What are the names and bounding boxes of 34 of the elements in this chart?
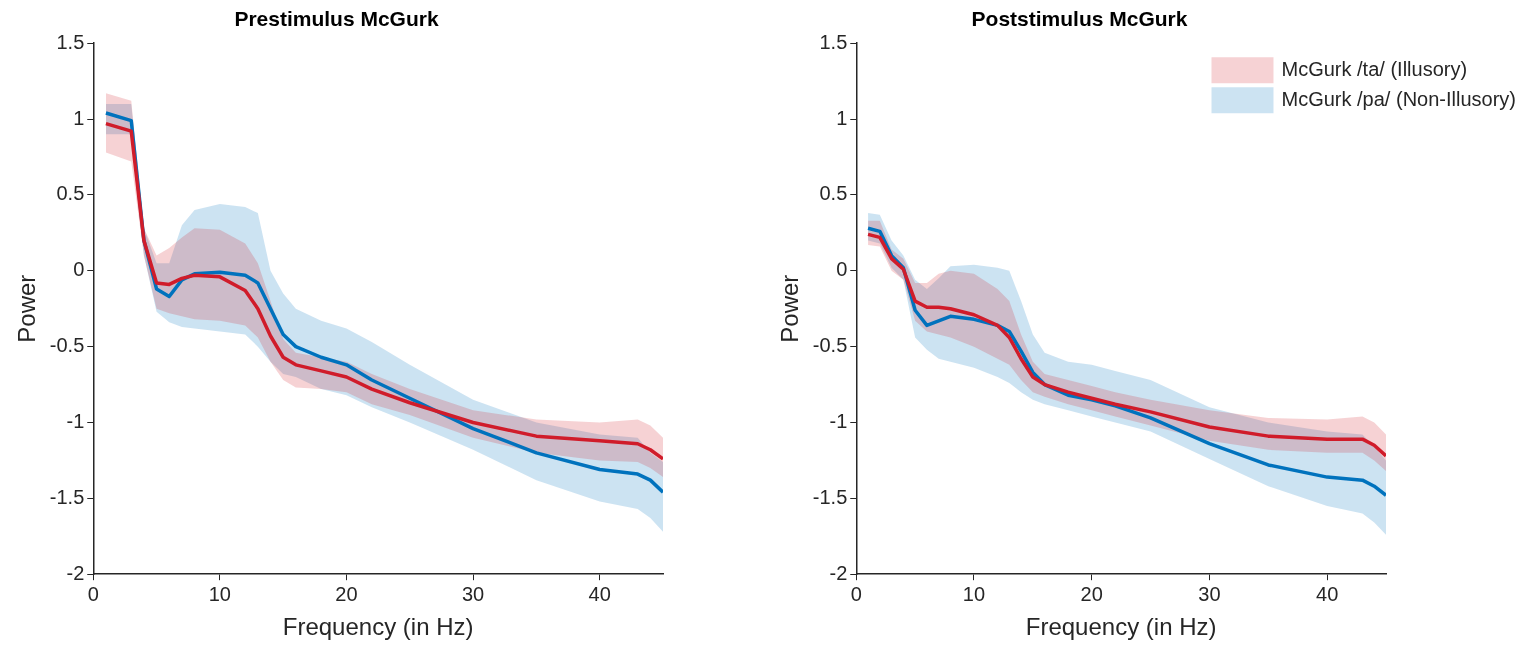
x-axis-title: Frequency (in Hz) — [1025, 613, 1217, 641]
y-tick-label: 0.5 — [819, 182, 848, 205]
y-tick-label: -0.5 — [49, 334, 85, 357]
y-tick-label: 0.5 — [56, 182, 85, 205]
x-tick-label: 0 — [87, 582, 99, 605]
chart-title: Poststimulus McGurk — [971, 7, 1188, 31]
y-tick-label: -1 — [66, 410, 85, 432]
x-tick-label: 10 — [208, 582, 231, 605]
x-tick-label: 20 — [335, 582, 358, 605]
y-axis-title: Power — [13, 274, 41, 343]
y-tick-label: 1.5 — [819, 30, 848, 53]
x-tick-label: 40 — [1316, 582, 1339, 605]
x-axis-title: Frequency (in Hz) — [282, 613, 474, 641]
x-tick-label: 10 — [962, 582, 986, 605]
chart-title: Prestimulus McGurk — [234, 7, 439, 31]
x-tick-label: 40 — [588, 582, 611, 605]
y-tick-label: 0 — [73, 258, 85, 281]
y-axis-title: Power — [776, 274, 804, 343]
x-tick-label: 0 — [850, 582, 862, 605]
legend-label: McGurk /pa/ (Non-Illusory) — [1281, 87, 1517, 110]
x-tick-label: 30 — [461, 582, 485, 605]
y-tick-label: -2 — [66, 561, 85, 584]
x-tick-label: 30 — [1198, 582, 1221, 605]
y-tick-label: -1 — [829, 410, 848, 432]
x-tick-label: 20 — [1080, 582, 1103, 605]
y-tick-label: 0 — [836, 258, 848, 281]
legend-label: McGurk /ta/ (Illusory) — [1281, 57, 1468, 80]
y-tick-label: 1 — [836, 106, 848, 129]
y-tick-label: 1 — [73, 106, 85, 129]
y-tick-label: -0.5 — [812, 334, 848, 357]
y-tick-label: -1.5 — [812, 485, 848, 508]
y-tick-label: -2 — [829, 561, 848, 584]
y-tick-label: 1.5 — [56, 30, 85, 53]
y-tick-label: -1.5 — [49, 485, 85, 508]
